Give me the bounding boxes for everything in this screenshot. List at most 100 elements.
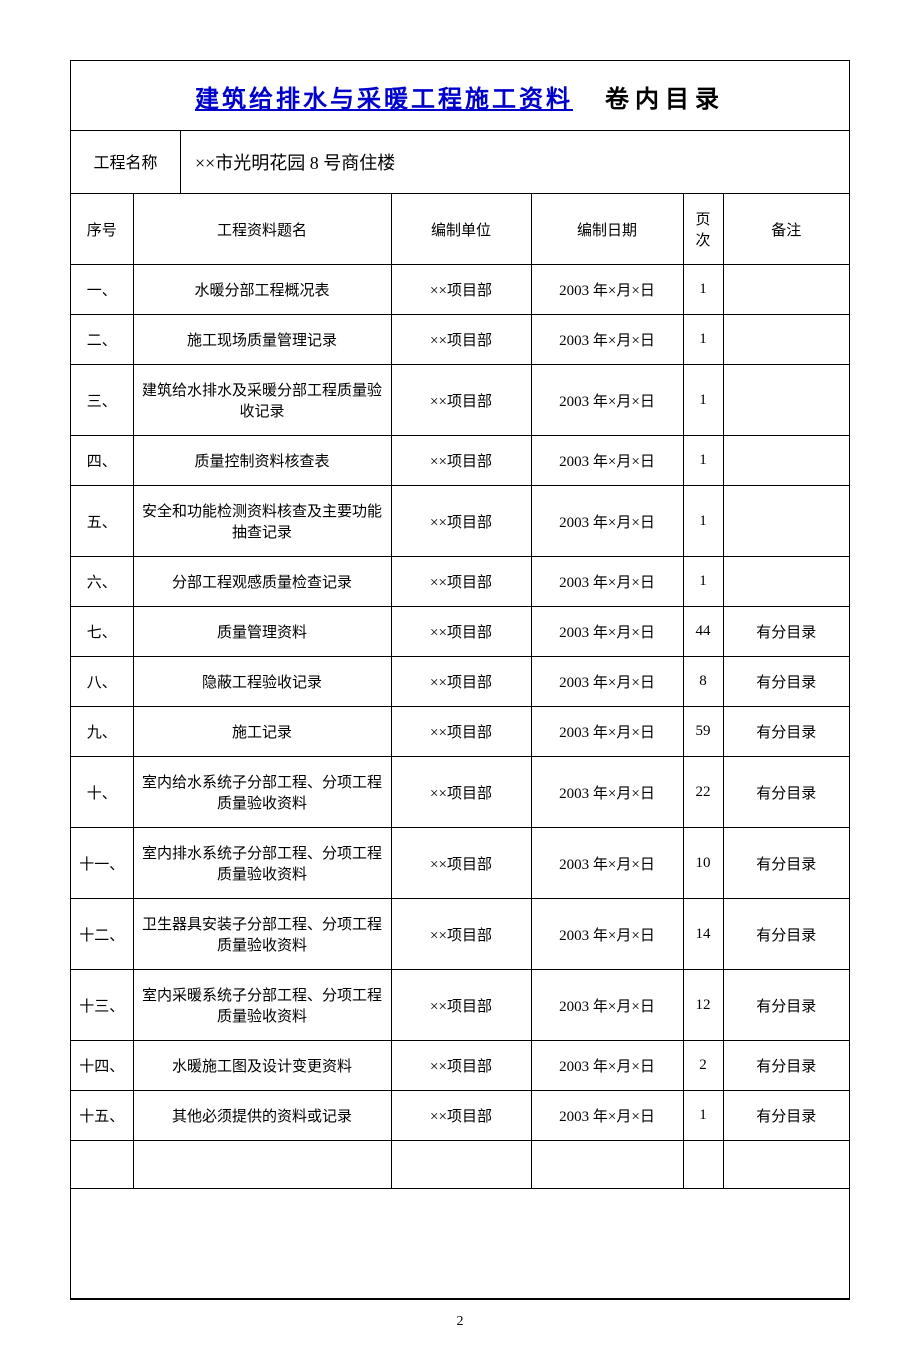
cell-name: 质量管理资料 bbox=[133, 607, 391, 657]
cell-page: 59 bbox=[683, 707, 723, 757]
cell-date: 2003 年×月×日 bbox=[531, 1091, 683, 1141]
cell-empty bbox=[683, 1141, 723, 1189]
cell-unit: ××项目部 bbox=[391, 828, 531, 899]
table-header-row: 序号 工程资料题名 编制单位 编制日期 页次 备注 bbox=[71, 194, 849, 265]
document-page: 建筑给排水与采暖工程施工资料 卷内目录 工程名称 ××市光明花园 8 号商住楼 … bbox=[0, 0, 920, 1370]
outer-frame: 建筑给排水与采暖工程施工资料 卷内目录 工程名称 ××市光明花园 8 号商住楼 … bbox=[70, 60, 850, 1300]
cell-unit: ××项目部 bbox=[391, 486, 531, 557]
cell-remark bbox=[723, 486, 849, 557]
cell-remark: 有分目录 bbox=[723, 707, 849, 757]
cell-seq: 十一、 bbox=[71, 828, 133, 899]
cell-name: 质量控制资料核查表 bbox=[133, 436, 391, 486]
cell-empty bbox=[391, 1141, 531, 1189]
cell-unit: ××项目部 bbox=[391, 899, 531, 970]
cell-seq: 二、 bbox=[71, 315, 133, 365]
cell-date: 2003 年×月×日 bbox=[531, 436, 683, 486]
cell-date: 2003 年×月×日 bbox=[531, 315, 683, 365]
cell-name: 隐蔽工程验收记录 bbox=[133, 657, 391, 707]
cell-remark: 有分目录 bbox=[723, 607, 849, 657]
cell-name: 室内采暖系统子分部工程、分项工程质量验收资料 bbox=[133, 970, 391, 1041]
cell-unit: ××项目部 bbox=[391, 970, 531, 1041]
cell-name: 安全和功能检测资料核查及主要功能抽查记录 bbox=[133, 486, 391, 557]
table-row: 八、隐蔽工程验收记录××项目部2003 年×月×日8有分目录 bbox=[71, 657, 849, 707]
table-row: 七、质量管理资料××项目部2003 年×月×日44有分目录 bbox=[71, 607, 849, 657]
title-link[interactable]: 建筑给排水与采暖工程施工资料 bbox=[195, 87, 573, 113]
cell-unit: ××项目部 bbox=[391, 365, 531, 436]
cell-unit: ××项目部 bbox=[391, 265, 531, 315]
cell-page: 8 bbox=[683, 657, 723, 707]
cell-seq: 一、 bbox=[71, 265, 133, 315]
cell-seq: 六、 bbox=[71, 557, 133, 607]
cell-seq: 四、 bbox=[71, 436, 133, 486]
cell-seq: 七、 bbox=[71, 607, 133, 657]
table-row: 十一、室内排水系统子分部工程、分项工程质量验收资料××项目部2003 年×月×日… bbox=[71, 828, 849, 899]
table-row: 三、建筑给水排水及采暖分部工程质量验收记录××项目部2003 年×月×日1 bbox=[71, 365, 849, 436]
cell-name: 施工记录 bbox=[133, 707, 391, 757]
table-row: 六、分部工程观感质量检查记录××项目部2003 年×月×日1 bbox=[71, 557, 849, 607]
title-suffix: 卷内目录 bbox=[605, 87, 725, 113]
cell-page: 1 bbox=[683, 315, 723, 365]
cell-unit: ××项目部 bbox=[391, 557, 531, 607]
table-row: 九、施工记录××项目部2003 年×月×日59有分目录 bbox=[71, 707, 849, 757]
cell-remark: 有分目录 bbox=[723, 899, 849, 970]
table-row: 一、水暖分部工程概况表××项目部2003 年×月×日1 bbox=[71, 265, 849, 315]
cell-empty bbox=[133, 1141, 391, 1189]
cell-seq: 十、 bbox=[71, 757, 133, 828]
col-header-remark: 备注 bbox=[723, 194, 849, 265]
project-value: ××市光明花园 8 号商住楼 bbox=[181, 131, 849, 193]
cell-seq: 九、 bbox=[71, 707, 133, 757]
cell-name: 其他必须提供的资料或记录 bbox=[133, 1091, 391, 1141]
cell-unit: ××项目部 bbox=[391, 657, 531, 707]
cell-unit: ××项目部 bbox=[391, 607, 531, 657]
title-row: 建筑给排水与采暖工程施工资料 卷内目录 bbox=[71, 61, 849, 131]
page-number: 2 bbox=[70, 1314, 850, 1330]
cell-name: 卫生器具安装子分部工程、分项工程质量验收资料 bbox=[133, 899, 391, 970]
cell-unit: ××项目部 bbox=[391, 1091, 531, 1141]
table-row: 十二、卫生器具安装子分部工程、分项工程质量验收资料××项目部2003 年×月×日… bbox=[71, 899, 849, 970]
cell-name: 施工现场质量管理记录 bbox=[133, 315, 391, 365]
table-row: 十五、其他必须提供的资料或记录××项目部2003 年×月×日1有分目录 bbox=[71, 1091, 849, 1141]
cell-date: 2003 年×月×日 bbox=[531, 899, 683, 970]
cell-name: 建筑给水排水及采暖分部工程质量验收记录 bbox=[133, 365, 391, 436]
cell-date: 2003 年×月×日 bbox=[531, 657, 683, 707]
table-row: 二、施工现场质量管理记录××项目部2003 年×月×日1 bbox=[71, 315, 849, 365]
cell-seq: 五、 bbox=[71, 486, 133, 557]
cell-seq: 十三、 bbox=[71, 970, 133, 1041]
cell-unit: ××项目部 bbox=[391, 1041, 531, 1091]
col-header-page: 页次 bbox=[683, 194, 723, 265]
cell-date: 2003 年×月×日 bbox=[531, 707, 683, 757]
cell-remark bbox=[723, 365, 849, 436]
cell-page: 44 bbox=[683, 607, 723, 657]
project-label: 工程名称 bbox=[71, 131, 181, 193]
cell-empty bbox=[71, 1141, 133, 1189]
cell-remark bbox=[723, 265, 849, 315]
cell-page: 1 bbox=[683, 1091, 723, 1141]
cell-page: 14 bbox=[683, 899, 723, 970]
cell-date: 2003 年×月×日 bbox=[531, 1041, 683, 1091]
cell-remark: 有分目录 bbox=[723, 657, 849, 707]
cell-unit: ××项目部 bbox=[391, 757, 531, 828]
cell-page: 1 bbox=[683, 436, 723, 486]
cell-page: 1 bbox=[683, 557, 723, 607]
toc-table: 序号 工程资料题名 编制单位 编制日期 页次 备注 一、水暖分部工程概况表××项… bbox=[71, 194, 849, 1299]
cell-page: 1 bbox=[683, 265, 723, 315]
cell-name: 室内排水系统子分部工程、分项工程质量验收资料 bbox=[133, 828, 391, 899]
cell-page: 2 bbox=[683, 1041, 723, 1091]
cell-seq: 十四、 bbox=[71, 1041, 133, 1091]
cell-remark: 有分目录 bbox=[723, 1091, 849, 1141]
table-tail-spacer bbox=[71, 1189, 849, 1299]
table-row: 五、安全和功能检测资料核查及主要功能抽查记录××项目部2003 年×月×日1 bbox=[71, 486, 849, 557]
cell-date: 2003 年×月×日 bbox=[531, 365, 683, 436]
cell-remark: 有分目录 bbox=[723, 1041, 849, 1091]
cell-page: 1 bbox=[683, 365, 723, 436]
tail-cell bbox=[71, 1189, 849, 1299]
cell-page: 10 bbox=[683, 828, 723, 899]
cell-remark bbox=[723, 315, 849, 365]
cell-remark bbox=[723, 436, 849, 486]
cell-date: 2003 年×月×日 bbox=[531, 757, 683, 828]
cell-name: 分部工程观感质量检查记录 bbox=[133, 557, 391, 607]
cell-unit: ××项目部 bbox=[391, 315, 531, 365]
col-header-unit: 编制单位 bbox=[391, 194, 531, 265]
cell-date: 2003 年×月×日 bbox=[531, 486, 683, 557]
col-header-name: 工程资料题名 bbox=[133, 194, 391, 265]
